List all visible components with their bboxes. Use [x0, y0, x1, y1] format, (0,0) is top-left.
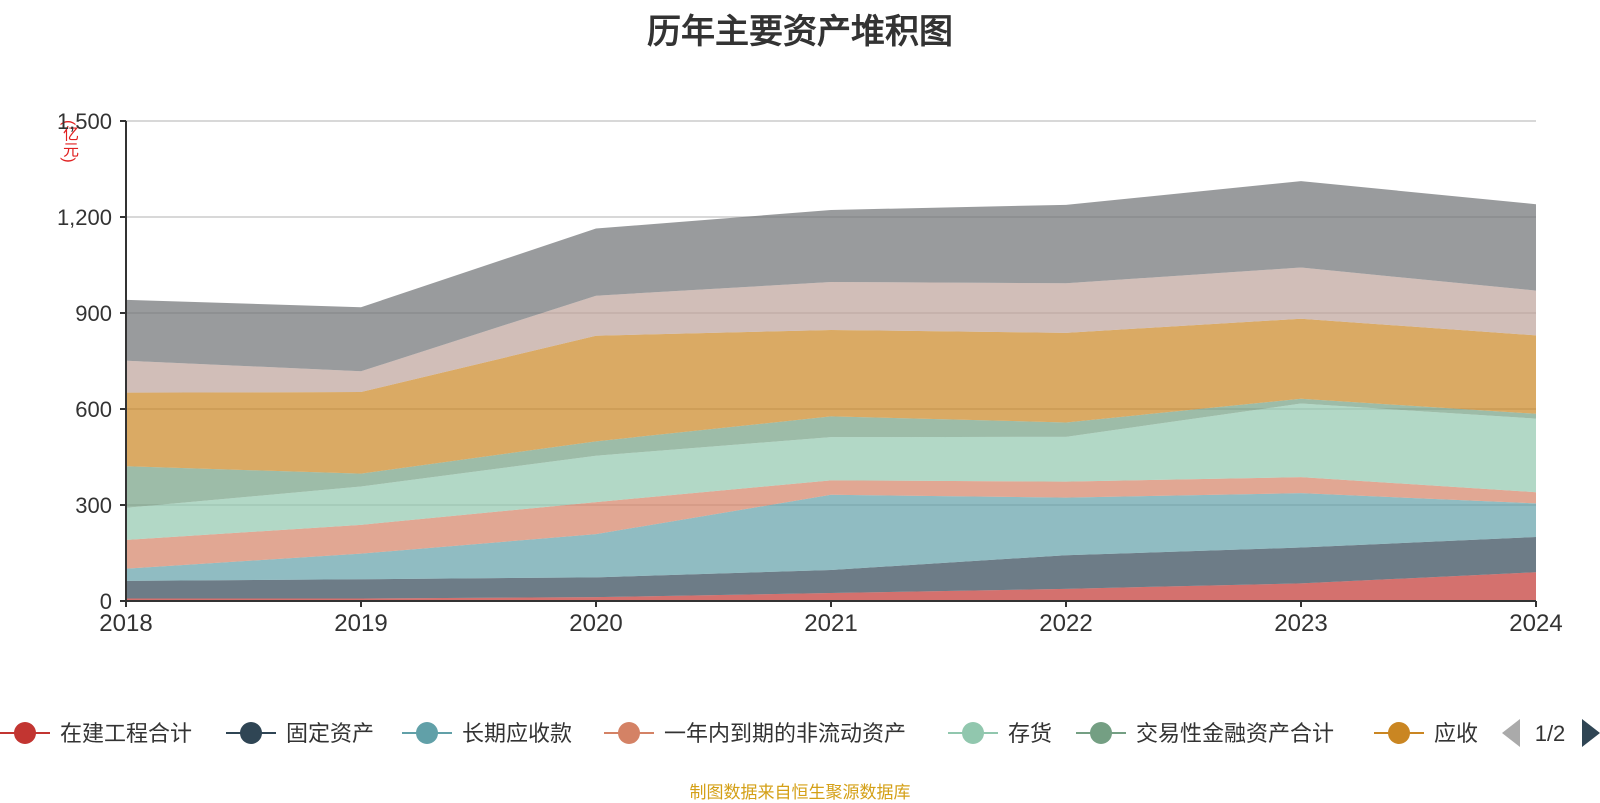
area-series-2	[126, 493, 1536, 581]
legend-item[interactable]: 固定资产	[226, 721, 374, 746]
area-series-8	[126, 181, 1536, 372]
legend-item[interactable]: 在建工程合计	[0, 721, 192, 746]
y-tick-label: 600	[75, 397, 112, 422]
area-series-4	[126, 403, 1536, 540]
legend-item[interactable]: 应收	[1374, 721, 1478, 746]
area-layer	[126, 181, 1536, 601]
legend-item[interactable]: 存货	[948, 721, 1052, 746]
chart-title: 历年主要资产堆积图	[647, 13, 953, 51]
y-tick-label: 1,200	[57, 205, 112, 230]
legend-item[interactable]: 长期应收款	[402, 721, 572, 746]
legend-label: 存货	[1008, 721, 1052, 746]
x-tick-label: 2021	[804, 610, 857, 637]
x-tick-label: 2022	[1039, 610, 1092, 637]
x-tick-label: 2019	[334, 610, 387, 637]
legend-marker	[962, 722, 984, 744]
y-tick-label: 1,500	[57, 109, 112, 134]
legend[interactable]: 在建工程合计 固定资产 长期应收款 一年内到期的非流动资产 存货 交易性金融资产合计 应收 1…	[0, 719, 1600, 747]
x-tick-label: 2023	[1274, 610, 1327, 637]
legend-item[interactable]: 交易性金融资产合计	[1076, 721, 1334, 746]
legend-label: 长期应收款	[462, 721, 572, 746]
area-series-1	[126, 537, 1536, 599]
legend-label: 应收	[1434, 721, 1478, 746]
area-series-0	[126, 572, 1536, 601]
y-tick-label: 900	[75, 301, 112, 326]
x-tick-label: 2024	[1509, 610, 1562, 637]
area-series-5	[126, 398, 1536, 508]
x-tick-label: 2018	[99, 610, 152, 637]
legend-marker	[14, 722, 36, 744]
legend-label: 在建工程合计	[60, 721, 192, 746]
legend-marker	[618, 722, 640, 744]
legend-label: 交易性金融资产合计	[1136, 721, 1334, 746]
next-page-icon[interactable]	[1582, 719, 1600, 747]
source-note: 制图数据来自恒生聚源数据库	[689, 783, 911, 802]
area-series-6	[126, 318, 1536, 474]
legend-marker	[1388, 722, 1410, 744]
area-series-3	[126, 477, 1536, 569]
area-series-7	[126, 267, 1536, 393]
legend-marker	[1090, 722, 1112, 744]
legend-label: 固定资产	[286, 721, 374, 746]
legend-pager: 1/2	[1502, 719, 1600, 747]
legend-item[interactable]: 一年内到期的非流动资产	[604, 721, 906, 746]
axes: 0 300 600 900 1,200 1,500 2018 2019 2020 2021 2022…	[57, 109, 1563, 637]
legend-marker	[416, 722, 438, 744]
x-tick-label: 2020	[569, 610, 622, 637]
y-tick-label: 0	[100, 589, 112, 614]
legend-page-indicator: 1/2	[1535, 721, 1566, 746]
prev-page-icon[interactable]	[1502, 719, 1520, 747]
legend-label: 一年内到期的非流动资产	[664, 721, 906, 746]
legend-marker	[240, 722, 262, 744]
y-axis-unit-label: (亿元)	[60, 120, 77, 163]
y-tick-label: 300	[75, 493, 112, 518]
